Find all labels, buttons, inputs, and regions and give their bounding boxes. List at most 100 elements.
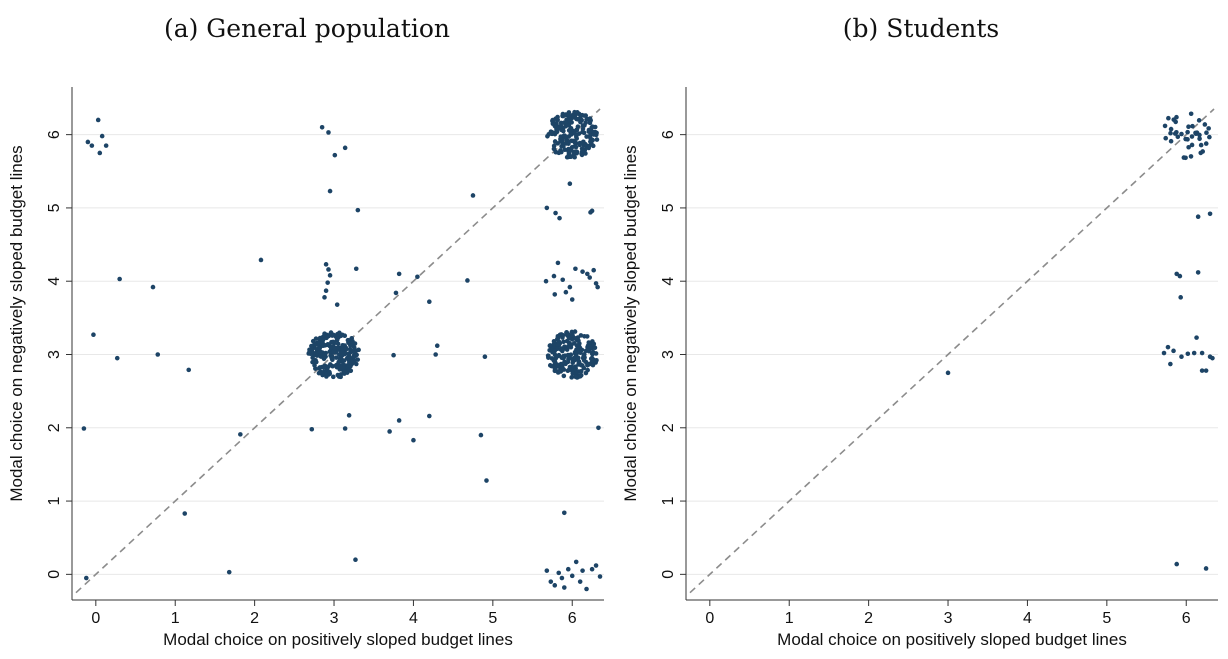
data-point	[1165, 344, 1171, 350]
data-point	[1193, 130, 1198, 136]
data-point	[577, 579, 583, 584]
data-point	[1177, 273, 1183, 279]
data-point	[560, 333, 566, 338]
data-point	[571, 365, 577, 370]
y-tick-label: 4	[660, 277, 677, 286]
data-point	[330, 339, 336, 345]
data-point	[349, 335, 355, 341]
data-point	[332, 346, 338, 351]
y-axis-title: Modal choice on negatively sloped budget…	[7, 145, 26, 501]
data-point	[589, 566, 595, 572]
data-point	[548, 579, 554, 584]
data-point	[554, 362, 560, 367]
data-point	[324, 342, 330, 348]
data-point	[333, 363, 339, 368]
data-point	[355, 357, 361, 362]
data-point	[348, 358, 354, 364]
data-point	[546, 355, 551, 360]
data-point	[561, 128, 566, 134]
data-point	[551, 143, 557, 149]
data-point	[342, 145, 348, 151]
data-point	[596, 425, 601, 431]
data-point	[569, 329, 575, 335]
data-point	[557, 368, 563, 374]
data-point	[356, 347, 361, 353]
data-point	[573, 374, 578, 379]
data-point	[588, 135, 593, 141]
y-tick-label: 2	[46, 423, 63, 432]
data-point	[569, 297, 575, 302]
scatter-plot-students: 0 1 2 3 4 5 6 0 1 2 3 4 5 6 Modal choice on positively…	[621, 87, 1218, 649]
data-point	[327, 188, 333, 194]
data-point	[484, 478, 489, 483]
data-point	[1171, 348, 1176, 354]
data-point	[558, 148, 563, 153]
data-point	[553, 355, 559, 361]
data-point	[1189, 142, 1195, 148]
data-point	[573, 336, 579, 341]
data-point	[570, 370, 576, 376]
y-tick-label: 6	[46, 130, 63, 139]
data-point	[592, 345, 598, 350]
data-point	[335, 341, 341, 347]
data-point	[572, 139, 578, 145]
data-point	[578, 369, 584, 374]
data-point	[97, 150, 103, 156]
data-point	[323, 288, 329, 294]
data-point	[322, 295, 327, 300]
data-point	[560, 354, 565, 360]
data-point	[556, 570, 562, 576]
y-tick-label: 0	[660, 570, 677, 579]
data-point	[334, 302, 340, 307]
data-point	[592, 124, 598, 130]
data-point	[597, 574, 603, 579]
data-point	[555, 117, 560, 123]
data-point	[317, 346, 322, 351]
data-point	[319, 125, 325, 130]
data-point	[150, 284, 156, 290]
data-point	[1194, 335, 1199, 340]
data-point	[338, 365, 344, 371]
data-point	[1179, 354, 1184, 359]
y-tick-label: 4	[46, 277, 63, 286]
x-tick-label: 0	[705, 610, 714, 627]
data-point	[313, 341, 319, 347]
panel-title: (a) General population	[163, 14, 451, 43]
data-point	[1199, 368, 1205, 373]
data-point	[564, 338, 570, 344]
data-point	[1178, 295, 1183, 300]
x-tick-label: 4	[1023, 610, 1032, 627]
x-axis-title: Modal choice on positively sloped budget…	[777, 630, 1127, 649]
data-point	[321, 365, 326, 370]
data-point	[317, 365, 322, 370]
data-point	[258, 257, 264, 263]
data-point	[391, 352, 396, 358]
scatter-plot-general-population: 0 1 2 3 4 5 6 0 1 2 3 4 5 6 Modal choice on positively…	[7, 87, 604, 649]
data-point	[1199, 350, 1205, 356]
data-point	[945, 370, 951, 376]
data-point	[1174, 129, 1179, 135]
data-point	[593, 281, 599, 286]
data-point	[1174, 114, 1179, 120]
data-point	[1202, 122, 1208, 127]
data-point	[342, 351, 347, 357]
data-point	[349, 348, 355, 354]
y-tick-label: 6	[660, 130, 677, 139]
x-tick-label: 4	[409, 610, 418, 627]
data-point	[1195, 214, 1201, 220]
data-point	[318, 369, 324, 375]
y-tick-label: 5	[46, 203, 63, 212]
data-point	[563, 135, 568, 140]
data-point	[544, 568, 550, 573]
data-point	[1204, 130, 1209, 136]
data-point	[352, 341, 358, 346]
data-point	[588, 139, 593, 144]
data-point	[470, 193, 476, 198]
data-point	[325, 332, 330, 338]
data-point	[427, 413, 432, 419]
data-point	[593, 351, 599, 356]
data-point	[313, 336, 319, 341]
data-point	[306, 350, 312, 355]
panel-general-population: (a) General population 0 1 2 3 4 5 6 0 1 2 3 4 5 6 Mod…	[7, 14, 604, 649]
data-point	[585, 367, 590, 373]
